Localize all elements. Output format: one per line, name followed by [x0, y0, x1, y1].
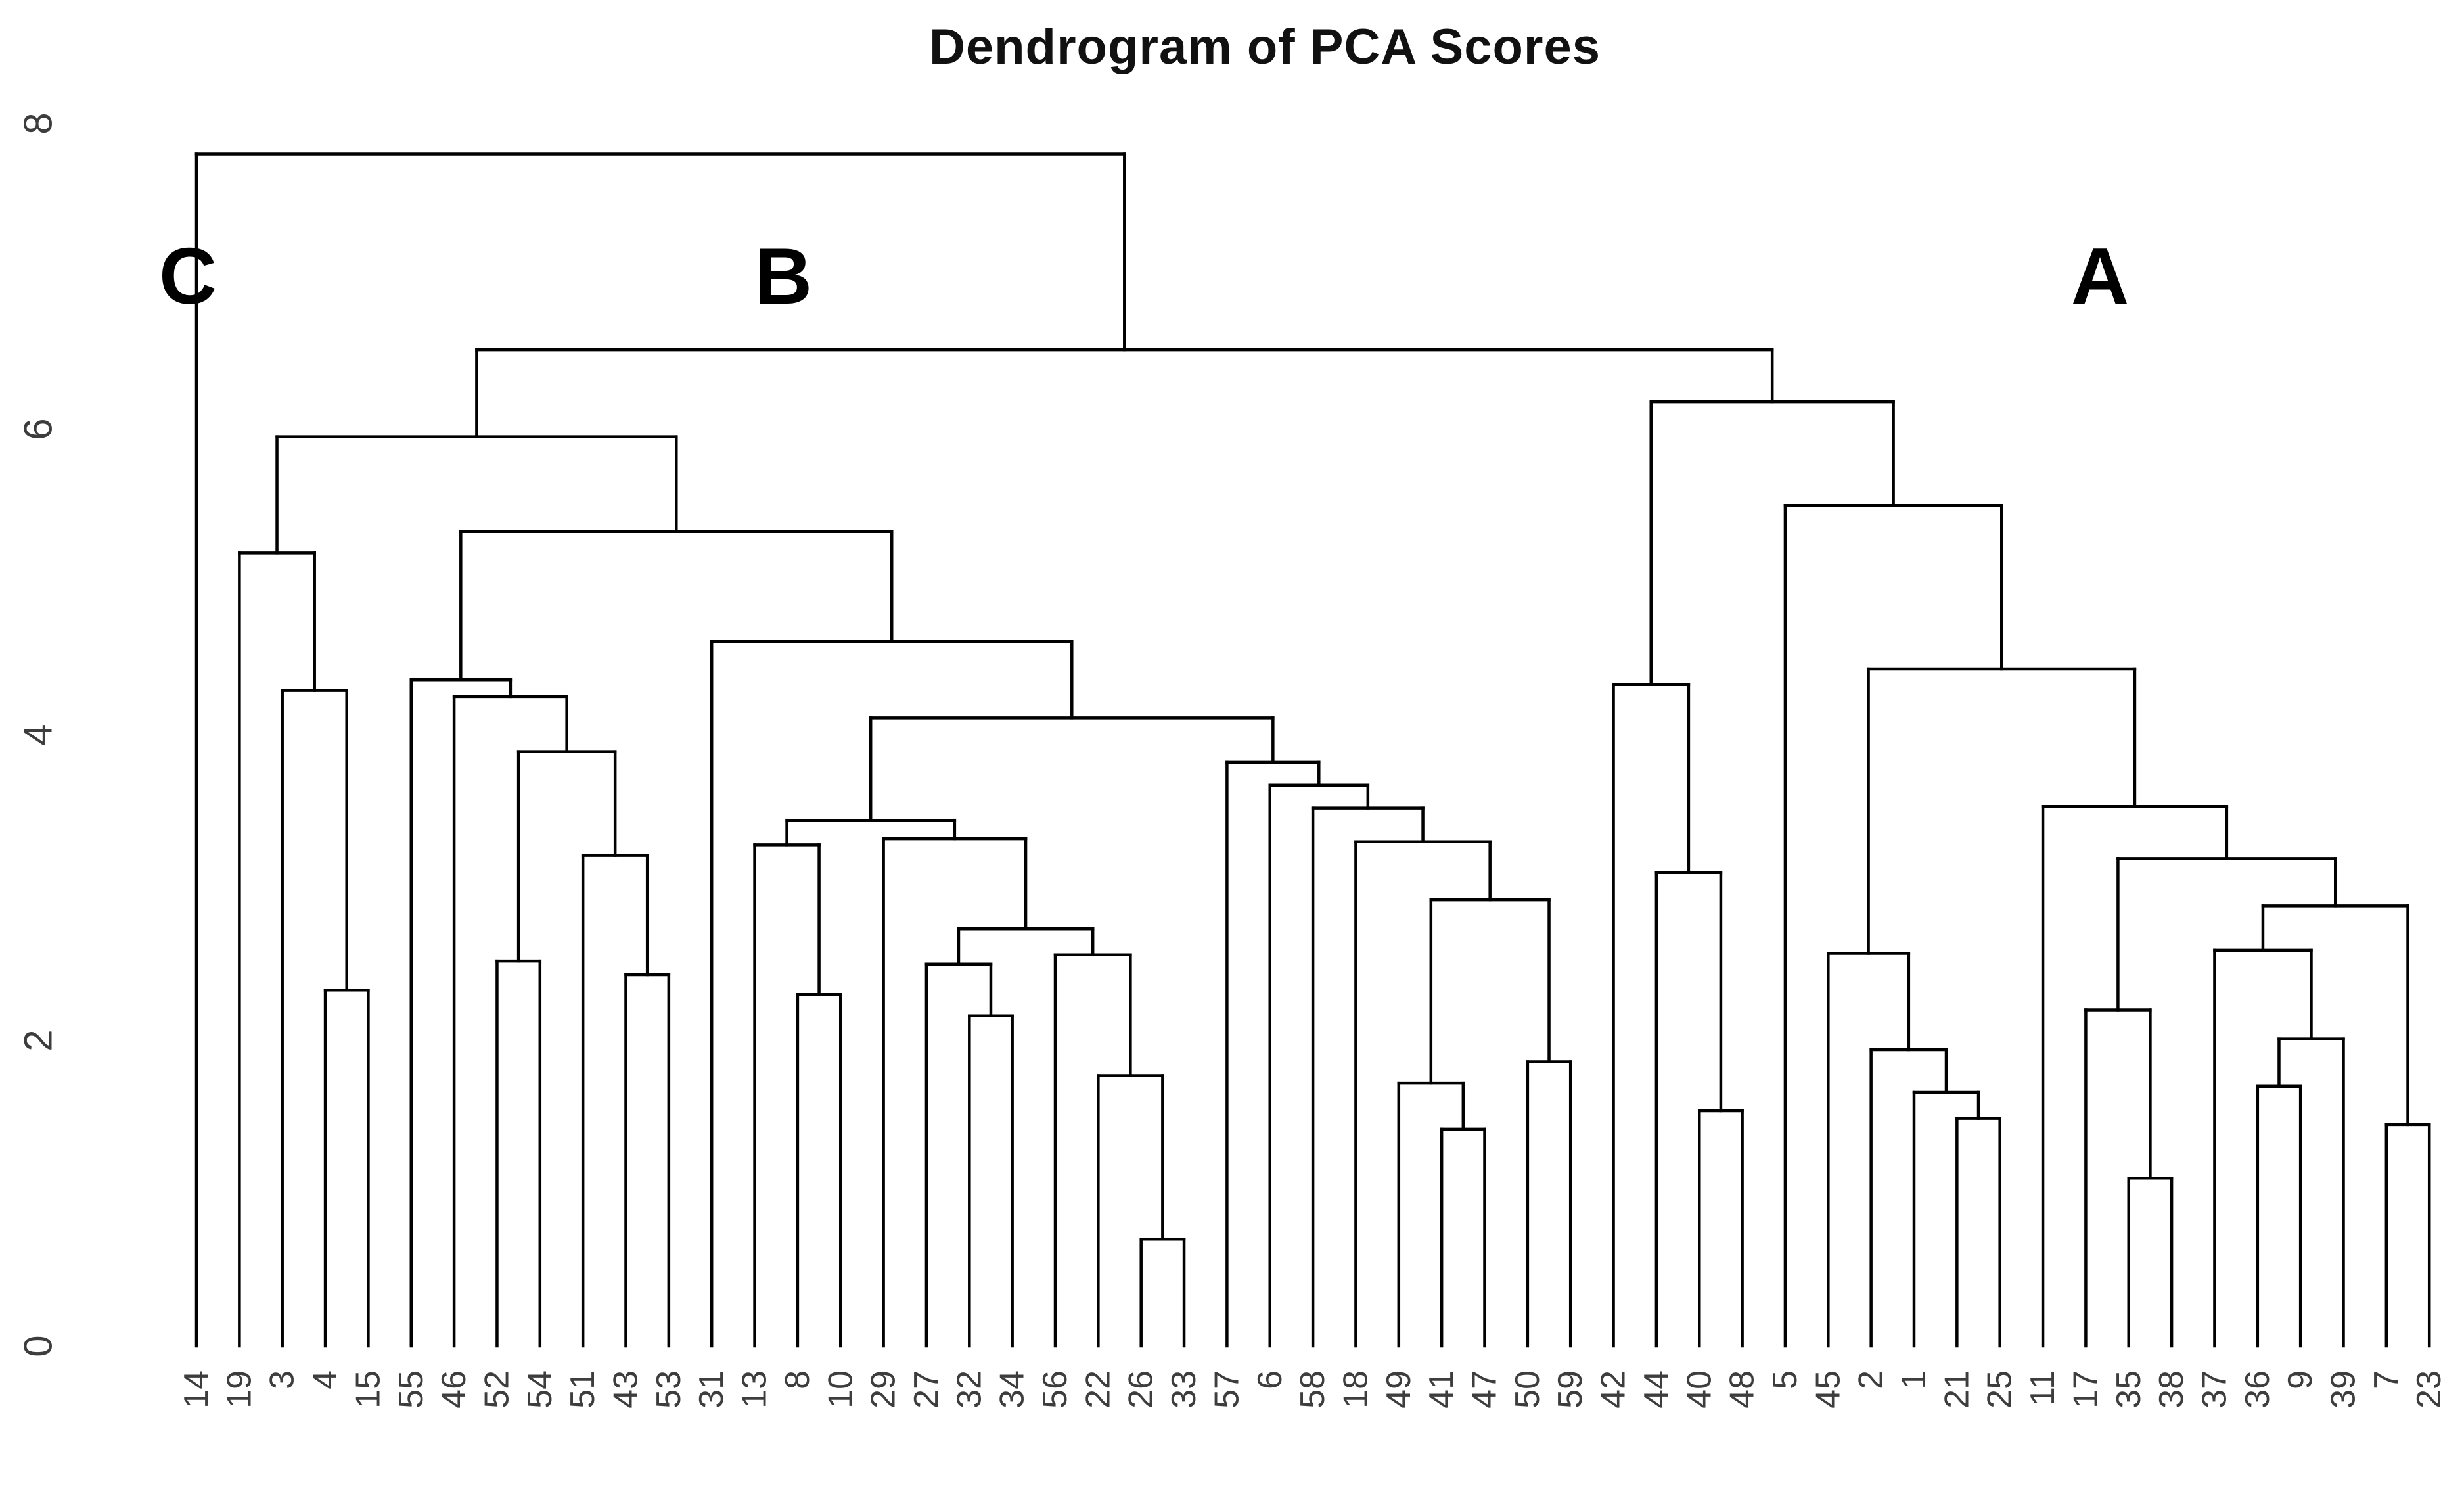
cluster-label-a: A	[2070, 231, 2130, 321]
leaf-labels: 14 19 3 4 15 55 46 52 54 51 43 53 31 13 8 10 29 27 32 34 56 2…	[177, 1370, 2448, 1409]
y-axis-tick-label: 2	[16, 1029, 60, 1051]
tree-lines	[194, 152, 2431, 1348]
cluster-label-c: C	[158, 231, 217, 321]
y-axis-tick-label: 4	[16, 724, 60, 745]
y-axis-tick-label: 6	[16, 418, 60, 440]
leaf-label: 45	[1809, 1370, 1847, 1409]
leaf-label: 9	[2281, 1370, 2319, 1389]
leaf-label: 54	[521, 1370, 559, 1409]
leaf-label: 50	[1509, 1370, 1547, 1409]
y-axis-labels: 0 2 4 6 8	[16, 112, 60, 1357]
cluster-label-b: B	[754, 231, 813, 321]
leaf-label: 55	[392, 1370, 430, 1409]
leaf-label: 5	[1766, 1370, 1804, 1389]
leaf-label: 15	[349, 1370, 387, 1409]
leaf-label: 47	[1466, 1370, 1504, 1409]
leaf-label: 21	[1938, 1370, 1976, 1409]
leaf-label: 4	[306, 1370, 344, 1389]
leaf-label: 37	[2195, 1370, 2233, 1409]
leaf-label: 51	[564, 1370, 602, 1409]
leaf-label: 11	[2024, 1370, 2062, 1406]
leaf-label: 10	[821, 1370, 859, 1409]
leaf-label: 14	[177, 1370, 216, 1409]
y-axis-tick-label: 8	[16, 112, 60, 134]
leaf-label: 57	[1208, 1370, 1246, 1409]
leaf-label: 58	[1294, 1370, 1332, 1409]
leaf-label: 36	[2239, 1370, 2277, 1409]
leaf-label: 43	[607, 1370, 645, 1409]
chart-title: Dendrogram of PCA Scores	[928, 19, 1601, 75]
leaf-label: 48	[1723, 1370, 1762, 1409]
leaf-label: 7	[2367, 1370, 2406, 1389]
leaf-label: 32	[950, 1370, 988, 1409]
leaf-label: 27	[907, 1370, 946, 1409]
leaf-label: 29	[865, 1370, 903, 1409]
leaf-label: 17	[2066, 1370, 2105, 1409]
leaf-label: 18	[1336, 1370, 1375, 1409]
leaf-label: 38	[2153, 1370, 2191, 1409]
leaf-label: 1	[1895, 1370, 1933, 1389]
leaf-label: 34	[993, 1370, 1032, 1409]
leaf-label: 13	[736, 1370, 774, 1409]
leaf-label: 26	[1122, 1370, 1160, 1409]
leaf-label: 41	[1423, 1370, 1461, 1409]
leaf-label: 59	[1551, 1370, 1589, 1409]
leaf-label: 8	[779, 1370, 817, 1389]
leaf-label: 44	[1637, 1370, 1676, 1409]
leaf-label: 46	[435, 1370, 473, 1409]
leaf-label: 52	[478, 1370, 516, 1409]
leaf-label: 25	[1981, 1370, 2019, 1409]
leaf-label: 23	[2410, 1370, 2448, 1409]
leaf-label: 31	[693, 1370, 731, 1409]
leaf-label: 42	[1595, 1370, 1633, 1409]
leaf-label: 35	[2110, 1370, 2148, 1409]
y-axis-tick-label: 0	[16, 1335, 60, 1357]
leaf-label: 56	[1036, 1370, 1074, 1409]
leaf-label: 40	[1680, 1370, 1718, 1409]
leaf-label: 53	[650, 1370, 688, 1409]
leaf-label: 19	[220, 1370, 258, 1409]
leaf-label: 22	[1079, 1370, 1117, 1409]
leaf-label: 33	[1165, 1370, 1203, 1409]
leaf-label: 39	[2325, 1370, 2363, 1409]
leaf-label: 49	[1380, 1370, 1418, 1409]
leaf-label: 3	[263, 1370, 302, 1389]
leaf-label: 2	[1852, 1370, 1890, 1389]
leaf-label: 6	[1251, 1370, 1289, 1389]
